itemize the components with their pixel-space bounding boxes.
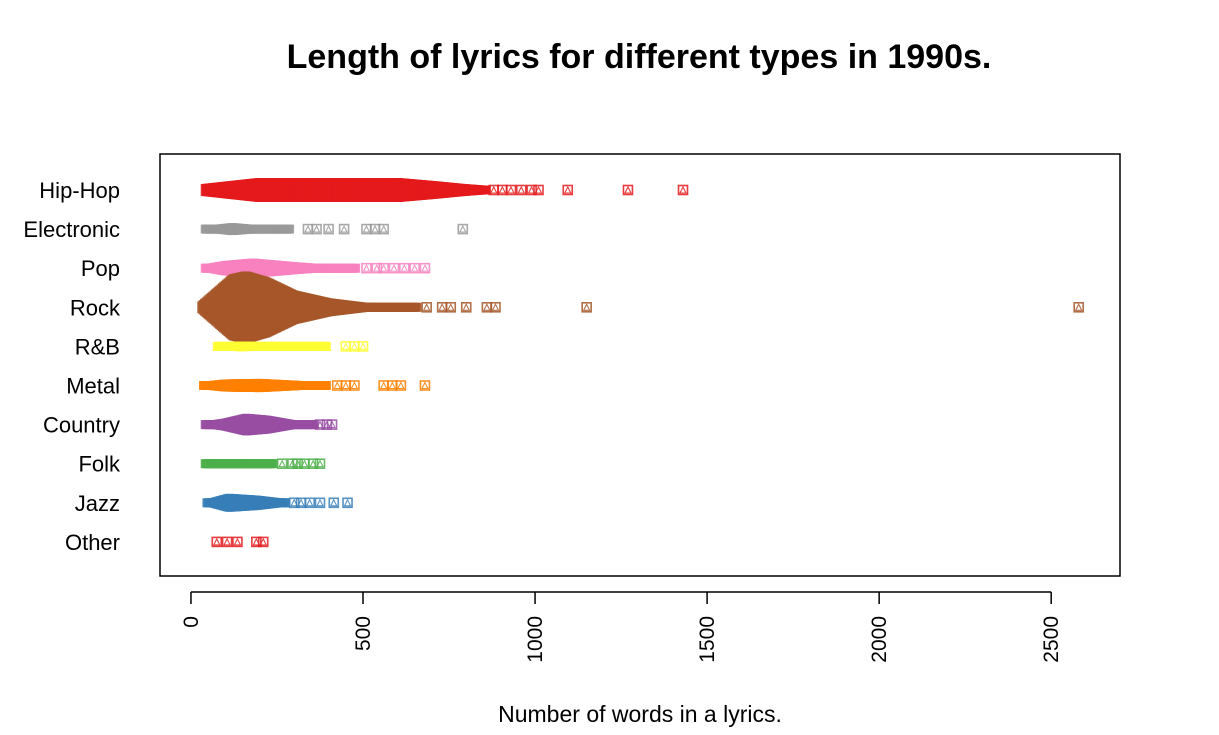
category-axis: Hip-Hop Electronic Pop Rock R&B Metal Country F… bbox=[23, 178, 121, 555]
outlier-point bbox=[328, 497, 340, 509]
outlier-point bbox=[251, 536, 262, 548]
series-folk bbox=[200, 458, 326, 470]
outlier-point bbox=[445, 301, 457, 313]
outlier-point bbox=[288, 497, 300, 509]
point-cluster bbox=[482, 185, 491, 195]
outlier-point bbox=[349, 341, 360, 352]
point-cluster bbox=[269, 459, 278, 469]
outlier-point bbox=[340, 380, 352, 391]
series-r-b bbox=[212, 341, 369, 352]
outlier-point bbox=[349, 380, 360, 391]
point-cluster bbox=[322, 341, 331, 351]
outlier-point bbox=[562, 184, 574, 196]
outlier-point bbox=[533, 184, 544, 196]
x-tick-label: 1000 bbox=[524, 616, 547, 663]
category-label: Metal bbox=[66, 374, 120, 399]
outlier-point bbox=[361, 262, 372, 274]
outlier-point bbox=[314, 497, 326, 509]
outlier-point bbox=[232, 536, 243, 548]
series-metal bbox=[199, 378, 431, 393]
outlier-point bbox=[581, 301, 592, 313]
outlier-point bbox=[342, 497, 353, 509]
outlier-point bbox=[340, 341, 352, 352]
outlier-point bbox=[622, 184, 634, 196]
point-cluster bbox=[282, 498, 291, 508]
category-label: Rock bbox=[70, 295, 121, 320]
outlier-point bbox=[457, 223, 469, 235]
outlier-point bbox=[292, 458, 303, 470]
outlier-point bbox=[481, 301, 493, 313]
outlier-point bbox=[386, 380, 398, 391]
outlier-point bbox=[331, 380, 343, 391]
data-marks bbox=[197, 178, 1085, 548]
outlier-point bbox=[326, 419, 338, 430]
outlier-point bbox=[505, 184, 517, 196]
outlier-point bbox=[399, 262, 410, 274]
point-cluster bbox=[352, 263, 361, 273]
outlier-point bbox=[436, 301, 448, 313]
point-cluster bbox=[413, 302, 422, 312]
point-cluster bbox=[322, 381, 331, 390]
outlier-point bbox=[276, 458, 288, 470]
outlier-point bbox=[371, 262, 383, 274]
series-rock bbox=[197, 271, 1085, 344]
series-other bbox=[211, 536, 269, 548]
series-hip-hop bbox=[200, 178, 689, 202]
outlier-point bbox=[419, 380, 431, 391]
outlier-point bbox=[357, 341, 369, 352]
outlier-point bbox=[419, 262, 431, 274]
x-tick-label: 1500 bbox=[696, 616, 719, 663]
outlier-point bbox=[460, 301, 472, 313]
series-country bbox=[200, 413, 338, 436]
series-jazz bbox=[202, 493, 353, 512]
plot-frame bbox=[159, 153, 1121, 577]
x-tick-label: 500 bbox=[352, 616, 375, 651]
outlier-point bbox=[211, 536, 223, 548]
category-label: Folk bbox=[78, 452, 121, 477]
outlier-point bbox=[221, 536, 233, 548]
chart-title: Length of lyrics for different types in … bbox=[286, 38, 992, 76]
category-label: Hip-Hop bbox=[39, 178, 120, 203]
series-electronic bbox=[200, 223, 469, 236]
category-label: Jazz bbox=[75, 491, 120, 516]
outlier-point bbox=[378, 380, 389, 391]
category-label: Pop bbox=[81, 256, 120, 281]
outlier-point bbox=[302, 223, 314, 235]
outlier-point bbox=[526, 184, 537, 196]
category-label: R&B bbox=[75, 334, 120, 359]
outlier-point bbox=[1073, 301, 1085, 313]
outlier-point bbox=[314, 458, 326, 470]
outlier-point bbox=[307, 458, 319, 470]
outlier-point bbox=[515, 184, 527, 196]
outlier-point bbox=[378, 262, 389, 274]
series-pop bbox=[200, 258, 431, 278]
outlier-point bbox=[409, 262, 420, 274]
category-label: Country bbox=[43, 413, 120, 438]
x-axis-label: Number of words in a lyrics. bbox=[498, 701, 782, 727]
x-axis: 0 500 1000 1500 2000 2500 bbox=[180, 591, 1063, 663]
outlier-point bbox=[323, 223, 334, 235]
outlier-point bbox=[378, 223, 389, 235]
x-tick-label: 0 bbox=[180, 616, 203, 628]
point-cluster bbox=[286, 224, 295, 234]
outlier-point bbox=[490, 301, 501, 313]
outlier-point bbox=[314, 419, 326, 430]
outlier-point bbox=[421, 301, 432, 313]
outlier-point bbox=[497, 184, 508, 196]
x-tick-label: 2000 bbox=[868, 616, 891, 663]
outlier-point bbox=[304, 497, 315, 509]
outlier-point bbox=[361, 223, 372, 235]
category-label: Other bbox=[65, 530, 120, 555]
outlier-point bbox=[338, 223, 350, 235]
outlier-point bbox=[311, 223, 322, 235]
outlier-point bbox=[257, 536, 269, 548]
x-tick-label: 2500 bbox=[1040, 616, 1063, 663]
outlier-point bbox=[395, 380, 407, 391]
outlier-point bbox=[388, 262, 400, 274]
category-label: Electronic bbox=[23, 217, 120, 242]
outlier-point bbox=[369, 223, 381, 235]
outlier-point bbox=[677, 184, 689, 196]
